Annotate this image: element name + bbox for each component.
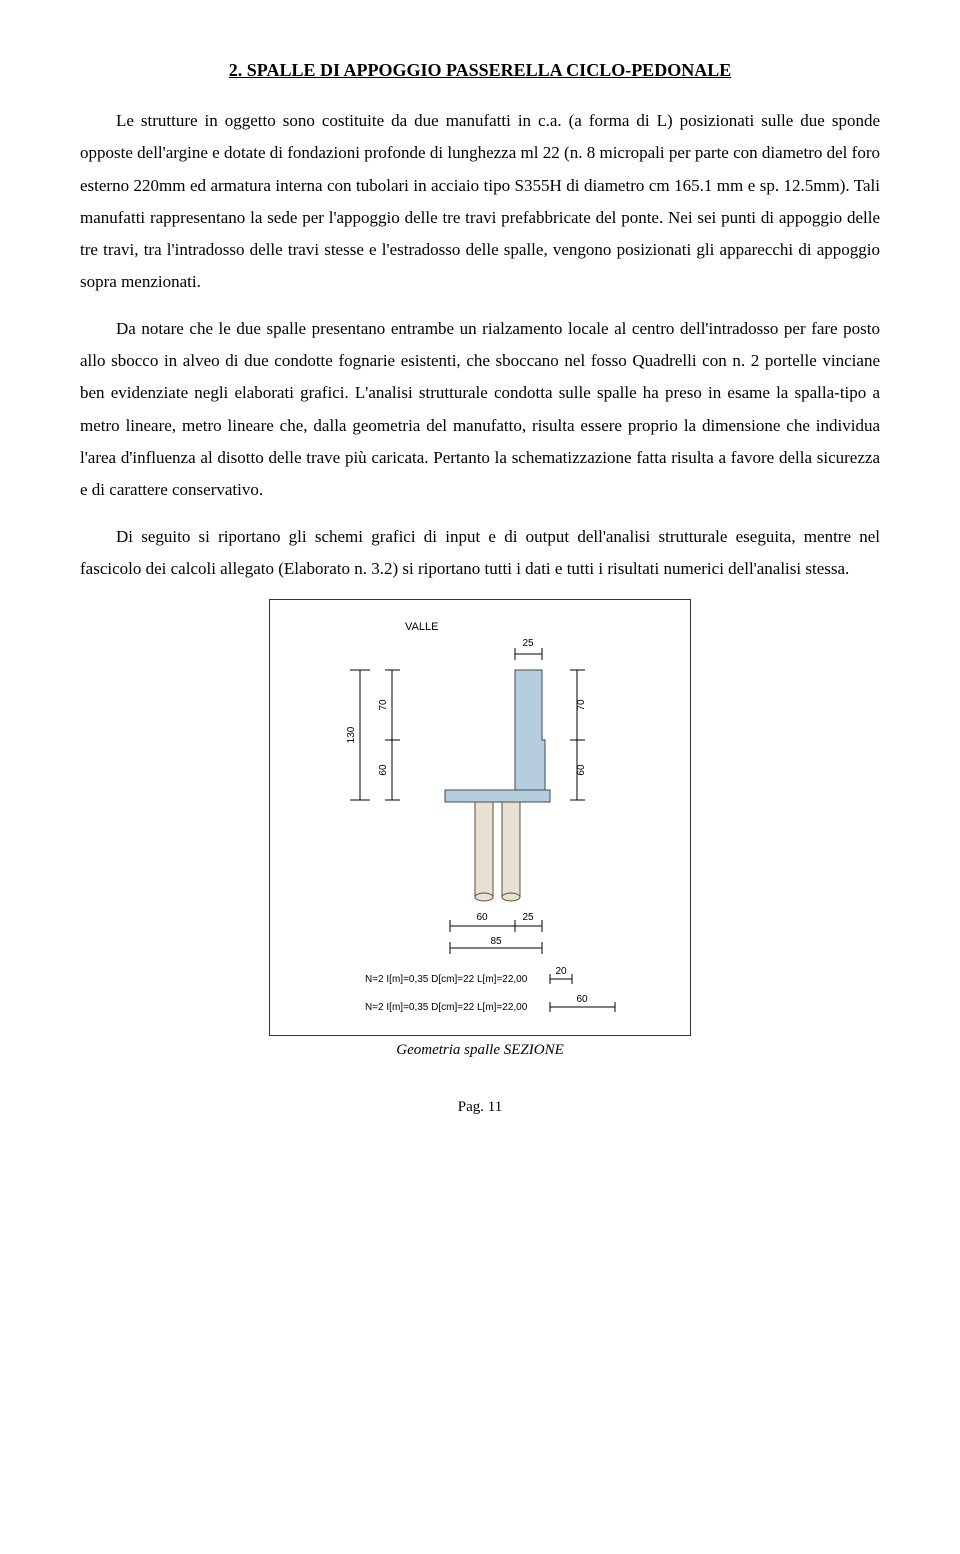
svg-text:60: 60 [378,764,389,776]
svg-text:20: 20 [555,966,567,977]
svg-text:70: 70 [378,699,389,711]
svg-text:25: 25 [522,638,534,649]
svg-text:N=2 I[m]=0,35 D[cm]=22 L[m]=22: N=2 I[m]=0,35 D[cm]=22 L[m]=22,00 [365,974,528,985]
page-number: Pag. 11 [80,1099,880,1116]
svg-text:N=2 I[m]=0,35 D[cm]=22 L[m]=22: N=2 I[m]=0,35 D[cm]=22 L[m]=22,00 [365,1002,528,1013]
svg-text:130: 130 [346,726,357,743]
svg-text:VALLE: VALLE [405,621,438,633]
figure-container: VALLE 25 [80,599,880,1059]
svg-text:25: 25 [522,912,534,923]
section-title: 2. SPALLE DI APPOGGIO PASSERELLA CICLO-P… [80,60,880,81]
section-diagram: VALLE 25 [270,600,690,1030]
paragraph-3: Di seguito si riportano gli schemi grafi… [80,521,880,586]
paragraph-1: Le strutture in oggetto sono costituite … [80,105,880,299]
figure-caption: Geometria spalle SEZIONE [80,1042,880,1059]
svg-text:85: 85 [490,936,502,947]
figure-box: VALLE 25 [269,599,691,1036]
svg-text:60: 60 [576,764,587,776]
svg-text:60: 60 [476,912,488,923]
paragraph-2: Da notare che le due spalle presentano e… [80,313,880,507]
svg-text:60: 60 [576,994,588,1005]
svg-text:70: 70 [576,699,587,711]
